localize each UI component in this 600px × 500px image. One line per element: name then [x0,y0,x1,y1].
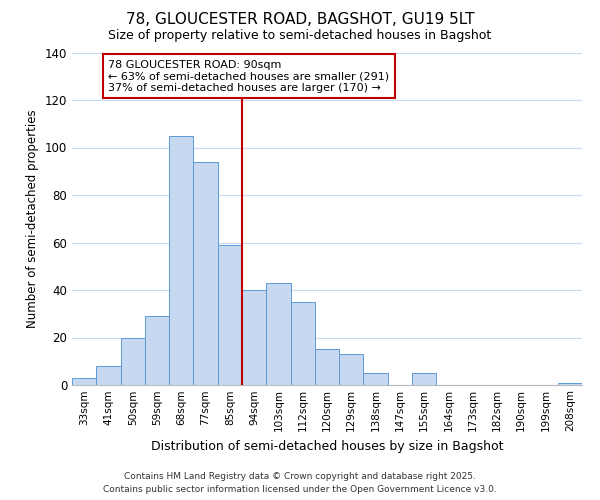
Bar [364,373,388,385]
Bar [558,382,582,385]
Bar [315,350,339,385]
Bar [242,290,266,385]
Bar [193,162,218,385]
Bar [72,378,96,385]
Bar [290,302,315,385]
Bar [169,136,193,385]
Bar [339,354,364,385]
Bar [412,373,436,385]
Bar [266,283,290,385]
Text: 78, GLOUCESTER ROAD, BAGSHOT, GU19 5LT: 78, GLOUCESTER ROAD, BAGSHOT, GU19 5LT [126,12,474,28]
Text: 78 GLOUCESTER ROAD: 90sqm
← 63% of semi-detached houses are smaller (291)
37% of: 78 GLOUCESTER ROAD: 90sqm ← 63% of semi-… [109,60,389,93]
X-axis label: Distribution of semi-detached houses by size in Bagshot: Distribution of semi-detached houses by … [151,440,503,452]
Y-axis label: Number of semi-detached properties: Number of semi-detached properties [26,110,39,328]
Bar [145,316,169,385]
Text: Contains HM Land Registry data © Crown copyright and database right 2025.
Contai: Contains HM Land Registry data © Crown c… [103,472,497,494]
Bar [96,366,121,385]
Bar [121,338,145,385]
Bar [218,245,242,385]
Text: Size of property relative to semi-detached houses in Bagshot: Size of property relative to semi-detach… [109,28,491,42]
